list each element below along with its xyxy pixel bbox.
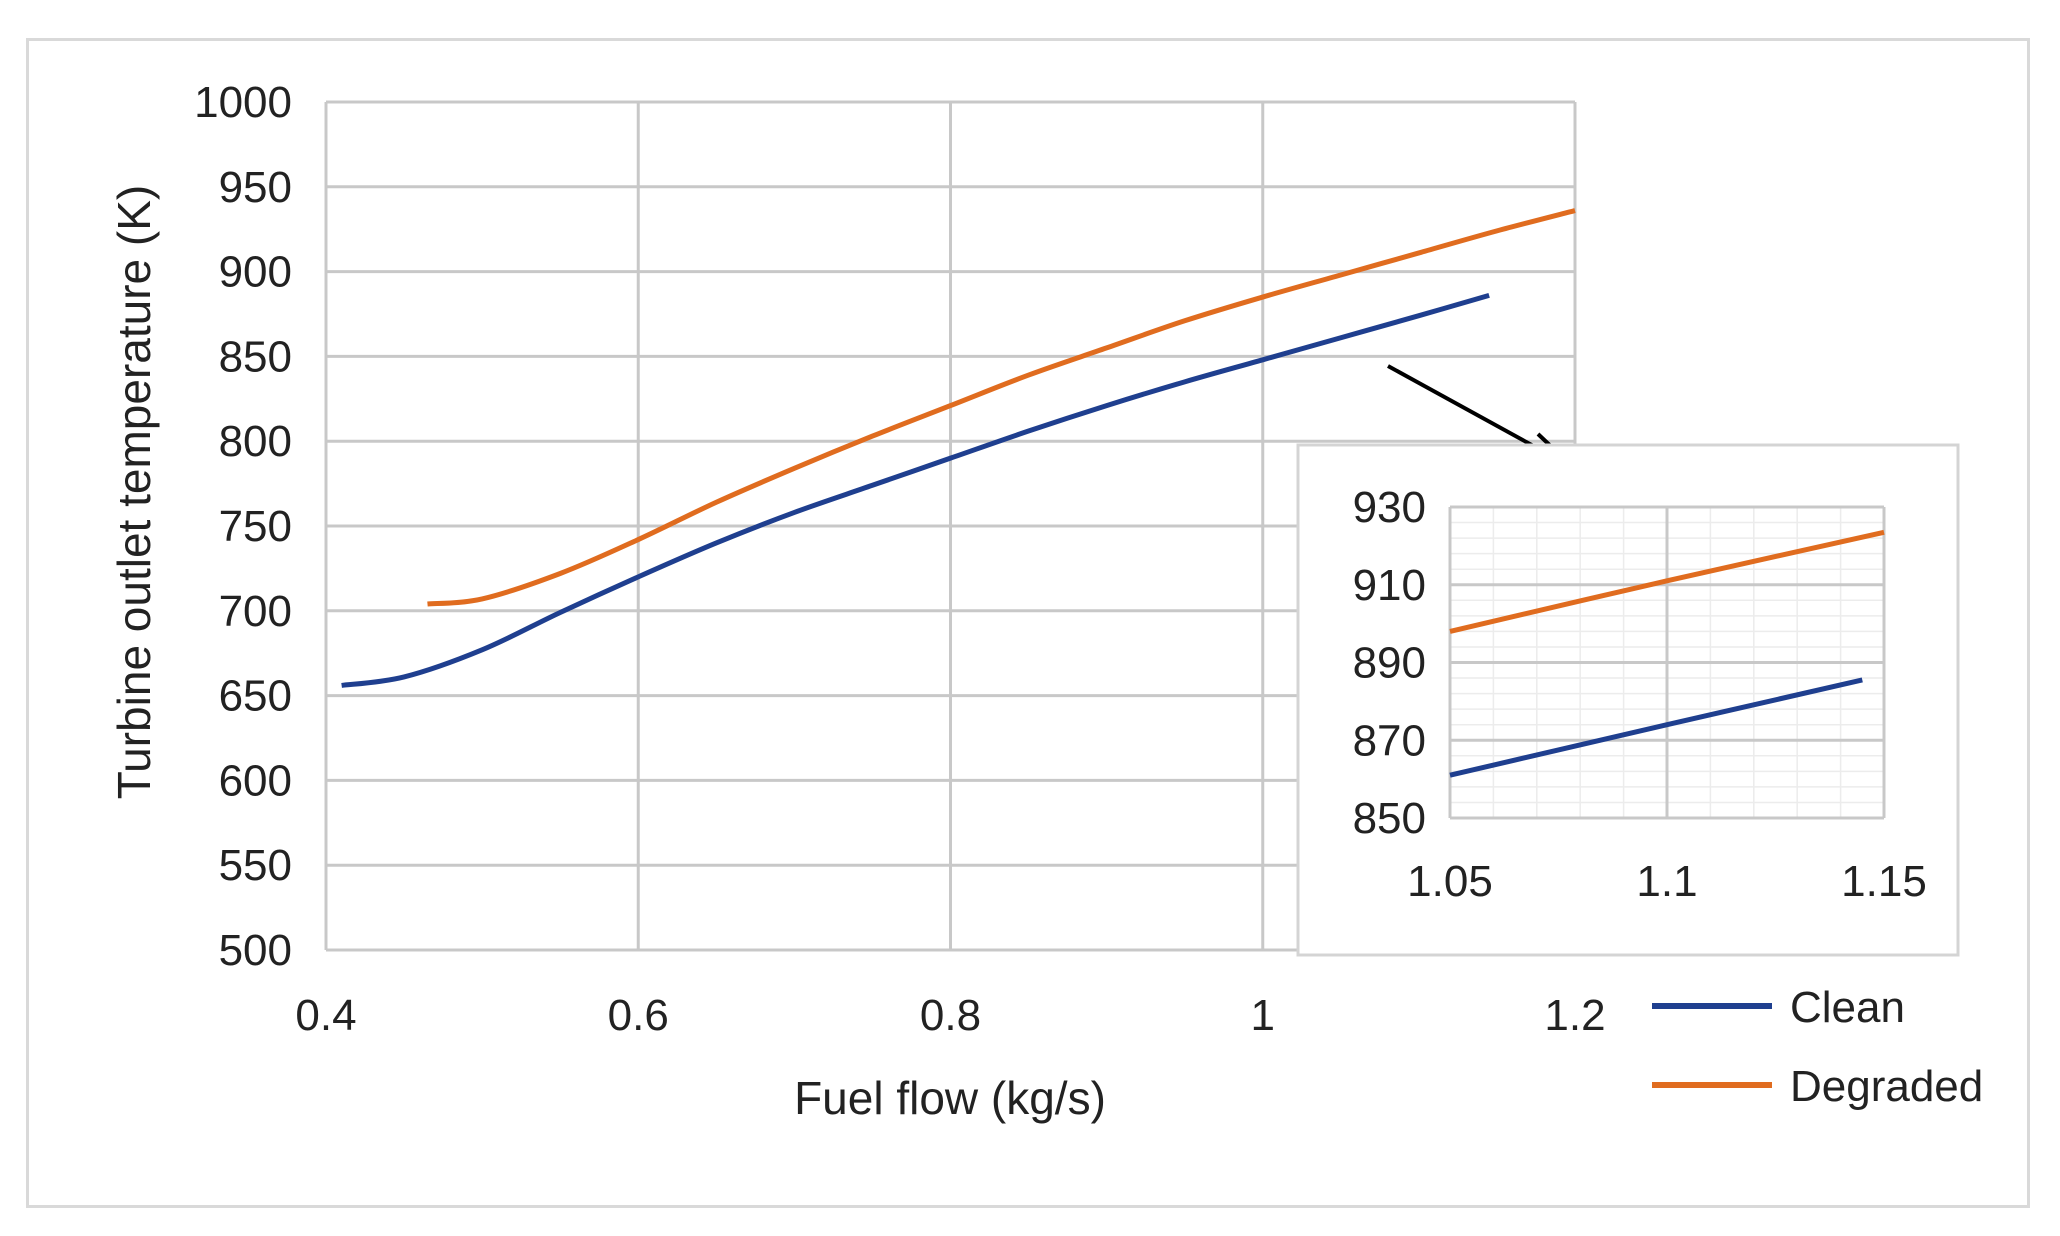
legend: Clean Degraded (1652, 983, 1983, 1111)
inset-y-tick-label: 870 (1353, 716, 1426, 765)
main-y-tick-label: 550 (219, 841, 292, 890)
main-y-tick-label: 650 (219, 672, 292, 721)
inset-tick-labels: 850 870 890 910 930 1.05 1.1 1.15 (1353, 483, 1927, 906)
inset-y-tick-label: 890 (1353, 639, 1426, 688)
main-x-tick-label: 1 (1251, 991, 1275, 1040)
inset-x-tick-label: 1.15 (1841, 857, 1927, 906)
inset-y-tick-label: 910 (1353, 561, 1426, 610)
main-y-tick-label: 1000 (194, 78, 292, 127)
main-series-degraded (427, 208, 1576, 607)
x-axis-label: Fuel flow (kg/s) (794, 1072, 1106, 1124)
inset-y-tick-label: 930 (1353, 483, 1426, 532)
main-tick-labels: 500 550 600 650 700 750 800 850 900 950 1000 0.4 0.6… (194, 78, 1605, 1040)
main-y-tick-label: 600 (219, 756, 292, 805)
inset-box (1296, 443, 1960, 957)
main-x-tick-label: 0.6 (608, 991, 669, 1040)
main-y-tick-label: 850 (219, 332, 292, 381)
inset-series-degraded (1449, 529, 1885, 634)
inset-series-group (1449, 529, 1885, 778)
inset-y-tick-label: 850 (1353, 794, 1426, 843)
inset-x-tick-label: 1.05 (1407, 857, 1493, 906)
main-y-tick-label: 750 (219, 502, 292, 551)
y-axis-label: Turbine outlet temperature (K) (108, 185, 160, 799)
inset-gridlines (1448, 505, 1886, 820)
legend-label-clean: Clean (1790, 983, 1905, 1032)
main-y-tick-label: 800 (219, 417, 292, 466)
main-series-clean (341, 292, 1490, 688)
inset-x-tick-label: 1.1 (1636, 857, 1697, 906)
legend-label-degraded: Degraded (1790, 1062, 1983, 1111)
inset-series-clean (1449, 677, 1863, 778)
main-x-tick-label: 0.8 (920, 991, 981, 1040)
main-y-tick-label: 700 (219, 587, 292, 636)
main-series-group (341, 208, 1576, 688)
main-y-tick-label: 500 (219, 926, 292, 975)
main-x-tick-label: 1.2 (1544, 991, 1605, 1040)
main-y-tick-label: 900 (219, 248, 292, 297)
main-x-tick-label: 0.4 (295, 991, 356, 1040)
main-y-tick-label: 950 (219, 163, 292, 212)
